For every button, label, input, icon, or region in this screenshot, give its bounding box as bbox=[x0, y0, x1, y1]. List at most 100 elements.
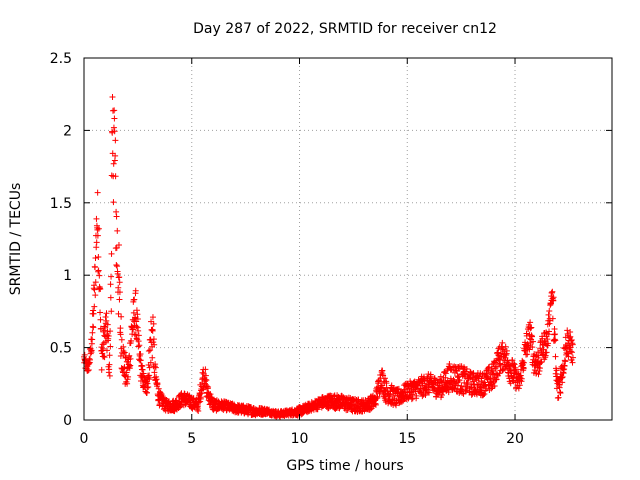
data-point bbox=[195, 407, 202, 414]
data-point bbox=[86, 356, 93, 363]
data-point bbox=[426, 389, 433, 396]
data-point bbox=[97, 286, 104, 293]
data-point bbox=[107, 343, 114, 350]
data-point bbox=[116, 279, 123, 286]
data-point bbox=[569, 349, 576, 356]
data-point bbox=[205, 384, 212, 391]
data-point bbox=[142, 388, 149, 395]
data-point bbox=[108, 172, 115, 179]
data-point bbox=[145, 384, 152, 391]
data-point bbox=[458, 383, 465, 390]
data-point bbox=[557, 390, 564, 397]
data-point bbox=[90, 324, 97, 331]
y-tick-label: 0 bbox=[63, 413, 72, 429]
y-tick-label: 1.5 bbox=[50, 196, 72, 212]
data-point bbox=[106, 361, 113, 368]
data-point bbox=[108, 273, 115, 280]
data-point bbox=[468, 384, 475, 391]
data-point bbox=[126, 352, 133, 359]
data-point bbox=[536, 365, 543, 372]
data-point bbox=[153, 376, 160, 383]
data-point bbox=[550, 294, 557, 301]
data-point bbox=[118, 313, 125, 320]
data-point bbox=[413, 392, 420, 399]
data-point bbox=[114, 263, 121, 270]
data-point bbox=[145, 347, 152, 354]
data-point bbox=[104, 328, 111, 335]
data-point bbox=[116, 289, 123, 296]
data-point bbox=[455, 364, 462, 371]
data-point bbox=[491, 383, 498, 390]
data-point bbox=[108, 308, 115, 315]
data-point bbox=[146, 376, 153, 383]
data-point bbox=[150, 320, 157, 327]
data-point bbox=[155, 385, 162, 392]
data-point bbox=[546, 328, 553, 335]
data-point bbox=[197, 395, 204, 402]
data-point bbox=[384, 387, 391, 394]
data-point bbox=[523, 332, 530, 339]
data-point bbox=[120, 350, 127, 357]
data-point bbox=[527, 319, 534, 326]
data-point bbox=[545, 340, 552, 347]
data-point bbox=[94, 226, 101, 233]
data-point bbox=[562, 358, 569, 365]
data-point bbox=[445, 389, 452, 396]
data-point bbox=[150, 336, 157, 343]
data-point bbox=[89, 336, 96, 343]
data-point bbox=[139, 366, 146, 373]
data-point bbox=[372, 401, 379, 408]
data-point bbox=[569, 354, 576, 361]
data-point bbox=[117, 325, 124, 332]
data-point bbox=[151, 341, 158, 348]
data-point bbox=[524, 351, 531, 358]
data-point bbox=[173, 397, 180, 404]
data-point bbox=[94, 189, 101, 196]
data-point bbox=[115, 242, 122, 249]
data-point bbox=[540, 346, 547, 353]
data-point bbox=[154, 381, 161, 388]
data-point bbox=[552, 337, 559, 344]
data-point bbox=[134, 316, 141, 323]
data-point bbox=[106, 352, 113, 359]
data-point bbox=[551, 338, 558, 345]
data-point bbox=[95, 267, 102, 274]
data-point bbox=[463, 365, 470, 372]
data-point bbox=[395, 385, 402, 392]
data-point bbox=[149, 327, 156, 334]
data-point bbox=[94, 232, 101, 239]
x-axis-title: GPS time / hours bbox=[286, 458, 403, 474]
data-point bbox=[152, 364, 159, 371]
data-point bbox=[96, 272, 103, 279]
data-point bbox=[198, 390, 205, 397]
data-point bbox=[152, 361, 159, 368]
data-point bbox=[108, 250, 115, 257]
data-point bbox=[510, 360, 517, 367]
data-point bbox=[314, 406, 321, 413]
x-tick-label: 15 bbox=[398, 431, 416, 447]
data-point bbox=[147, 347, 154, 354]
data-point bbox=[569, 341, 576, 348]
data-point bbox=[95, 253, 102, 260]
data-point bbox=[520, 365, 527, 372]
data-point bbox=[535, 371, 542, 378]
data-point bbox=[114, 270, 121, 277]
data-point bbox=[84, 367, 91, 374]
data-point bbox=[480, 392, 487, 399]
data-point bbox=[116, 296, 123, 303]
data-point bbox=[551, 326, 558, 333]
data-point bbox=[131, 296, 138, 303]
x-tick-label: 5 bbox=[187, 431, 196, 447]
data-point bbox=[101, 354, 108, 361]
data-point bbox=[116, 274, 123, 281]
data-point bbox=[133, 323, 140, 330]
data-point bbox=[419, 393, 426, 400]
data-point bbox=[134, 336, 141, 343]
data-point bbox=[98, 366, 105, 373]
data-point bbox=[496, 370, 503, 377]
data-point bbox=[549, 315, 556, 322]
data-point bbox=[106, 372, 113, 379]
data-point bbox=[112, 137, 119, 144]
data-point bbox=[100, 345, 107, 352]
